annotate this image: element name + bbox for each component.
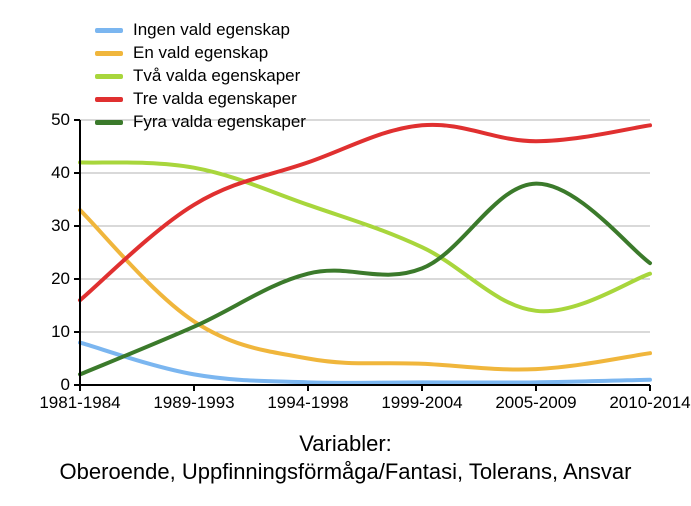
- legend-swatch: [95, 74, 123, 79]
- chart-legend: Ingen vald egenskap En vald egenskap Två v…: [95, 20, 615, 135]
- y-tick-label: 0: [61, 375, 70, 395]
- legend-item: Två valda egenskaper: [95, 66, 340, 86]
- legend-item: Fyra valda egenskaper: [95, 112, 340, 132]
- x-tick-label: 1989-1993: [149, 393, 239, 413]
- series-line-s2: [80, 162, 650, 311]
- caption-line-2: Oberoende, Uppfinningsförmåga/Fantasi, T…: [0, 458, 691, 486]
- legend-swatch: [95, 51, 123, 56]
- caption-line-1: Variabler:: [0, 430, 691, 458]
- legend-swatch: [95, 28, 123, 33]
- legend-swatch: [95, 120, 123, 125]
- x-tick-label: 1999-2004: [377, 393, 467, 413]
- y-tick-label: 40: [51, 163, 70, 183]
- legend-item: Tre valda egenskaper: [95, 89, 340, 109]
- legend-item: Ingen vald egenskap: [95, 20, 340, 40]
- chart-caption: Variabler: Oberoende, Uppfinningsförmåga…: [0, 430, 691, 485]
- legend-swatch: [95, 97, 123, 102]
- legend-label: Ingen vald egenskap: [133, 20, 290, 40]
- x-tick-label: 2010-2014: [605, 393, 691, 413]
- y-tick-label: 50: [51, 110, 70, 130]
- legend-item: En vald egenskap: [95, 43, 340, 63]
- legend-label: Tre valda egenskaper: [133, 89, 297, 109]
- legend-label: En vald egenskap: [133, 43, 268, 63]
- x-tick-label: 1981-1984: [35, 393, 125, 413]
- series-line-s1: [80, 210, 650, 369]
- legend-label: Två valda egenskaper: [133, 66, 300, 86]
- y-tick-label: 10: [51, 322, 70, 342]
- x-tick-label: 1994-1998: [263, 393, 353, 413]
- legend-label: Fyra valda egenskaper: [133, 112, 306, 132]
- y-tick-label: 20: [51, 269, 70, 289]
- x-tick-label: 2005-2009: [491, 393, 581, 413]
- y-tick-label: 30: [51, 216, 70, 236]
- line-chart: Ingen vald egenskap En vald egenskap Två v…: [0, 0, 691, 506]
